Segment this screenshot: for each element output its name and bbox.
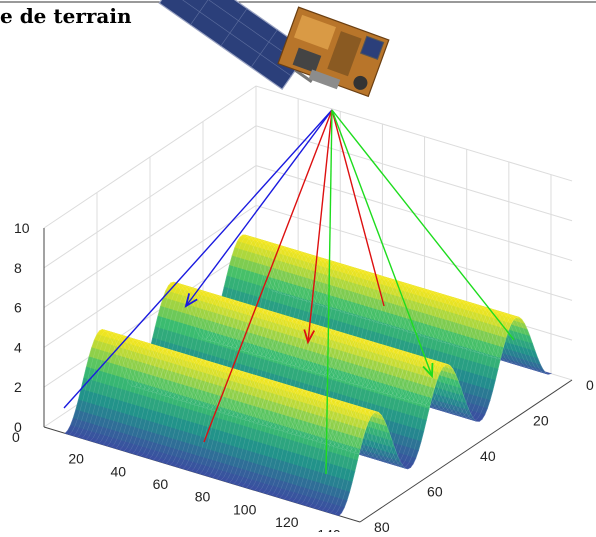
z-tick-labels: 0 2 4 6 8 10 — [14, 220, 30, 435]
signal-ray — [203, 109, 333, 443]
x-tick-label: 140 — [317, 527, 341, 532]
x-tick-label: 100 — [233, 501, 257, 517]
z-tick-label: 2 — [14, 379, 22, 395]
y-tick-label: 40 — [480, 448, 496, 464]
signal-ray — [185, 109, 333, 307]
corner-tick-label: 0 — [12, 429, 20, 445]
signal-ray — [331, 109, 433, 377]
satellite-icon — [158, 0, 390, 98]
x-tick-label: 120 — [275, 514, 299, 530]
y-tick-label: 80 — [374, 519, 390, 532]
y-tick-label: 0 — [586, 377, 594, 393]
figure-title: e de terrain — [0, 4, 132, 28]
ray-arrowhead — [422, 362, 434, 379]
z-tick-label: 8 — [14, 260, 22, 276]
terrain-surface — [64, 234, 553, 516]
y-tick-label: 20 — [533, 412, 549, 428]
signal-rays — [63, 109, 515, 475]
y-axis-line — [359, 379, 573, 523]
signal-ray — [63, 109, 333, 409]
x-tick-label: 60 — [153, 476, 169, 492]
x-tick-label: 80 — [195, 489, 211, 505]
signal-ray — [307, 109, 333, 343]
signal-ray — [325, 109, 333, 475]
signal-ray — [331, 109, 385, 307]
ray-arrowhead — [184, 293, 198, 308]
z-tick-label: 0 — [14, 419, 22, 435]
x-tick-label: 40 — [110, 463, 126, 479]
surface-strip — [64, 430, 343, 516]
ray-arrowhead — [303, 329, 315, 345]
x-tick-label: 20 — [68, 451, 84, 467]
y-tick-labels: 0 20 40 60 80 — [374, 377, 594, 535]
y-tick-label: 60 — [427, 483, 443, 499]
z-tick-label: 4 — [14, 339, 22, 355]
signal-ray — [331, 109, 515, 341]
z-tick-label: 10 — [14, 220, 30, 236]
z-tick-label: 6 — [14, 300, 22, 316]
